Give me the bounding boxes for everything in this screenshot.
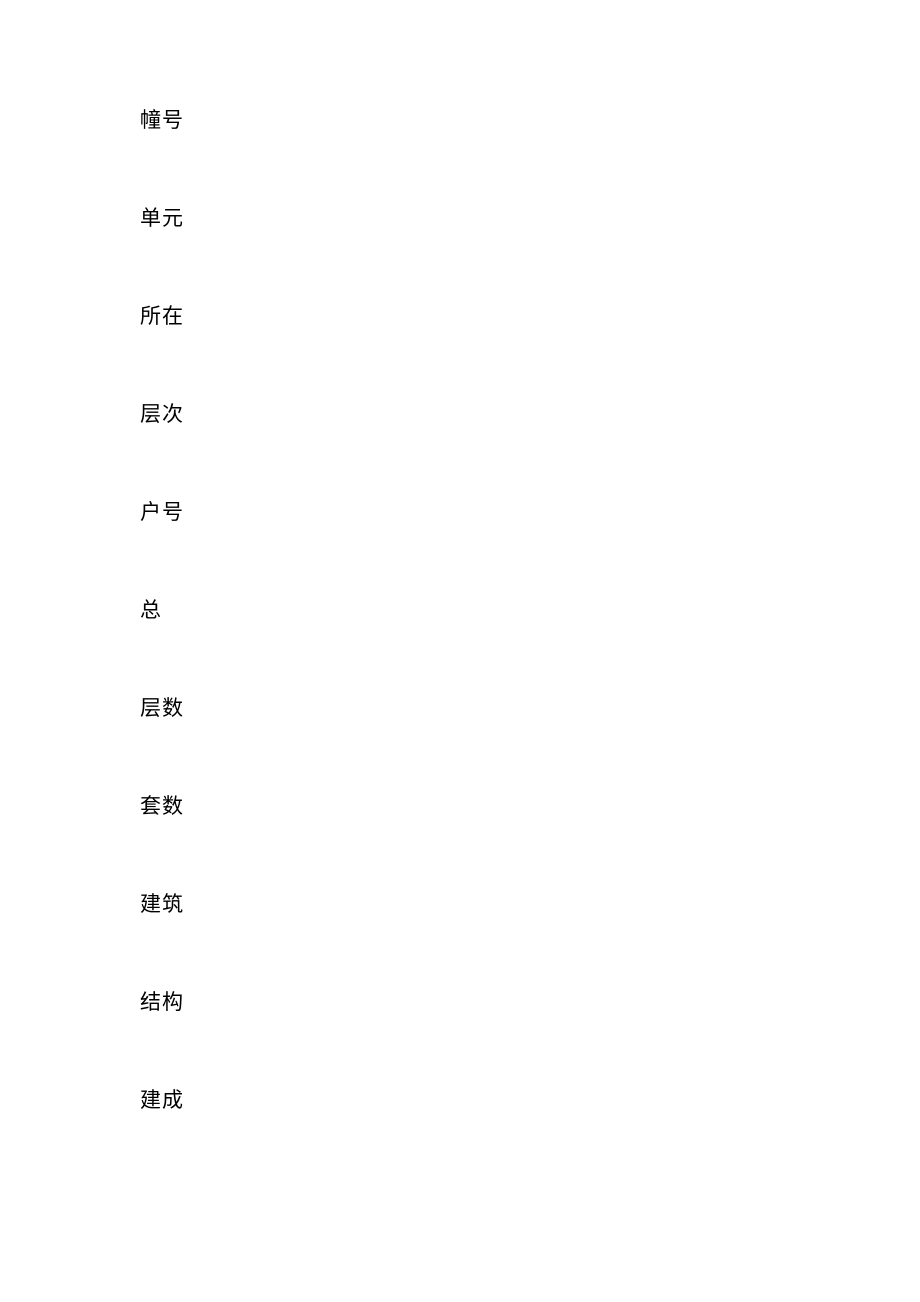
field-label: 层次 <box>140 404 184 425</box>
field-label: 幢号 <box>140 110 184 131</box>
field-label: 户号 <box>140 502 184 523</box>
field-label: 所在 <box>140 306 184 327</box>
field-label: 建成 <box>140 1090 184 1111</box>
document-content: 幢号 单元 所在 层次 户号 总 层数 套数 建筑 结构 建成 <box>140 110 184 1188</box>
field-label: 建筑 <box>140 894 184 915</box>
field-label: 套数 <box>140 796 184 817</box>
field-label: 层数 <box>140 698 184 719</box>
field-label: 结构 <box>140 992 184 1013</box>
field-label: 总 <box>140 600 184 621</box>
field-label: 单元 <box>140 208 184 229</box>
